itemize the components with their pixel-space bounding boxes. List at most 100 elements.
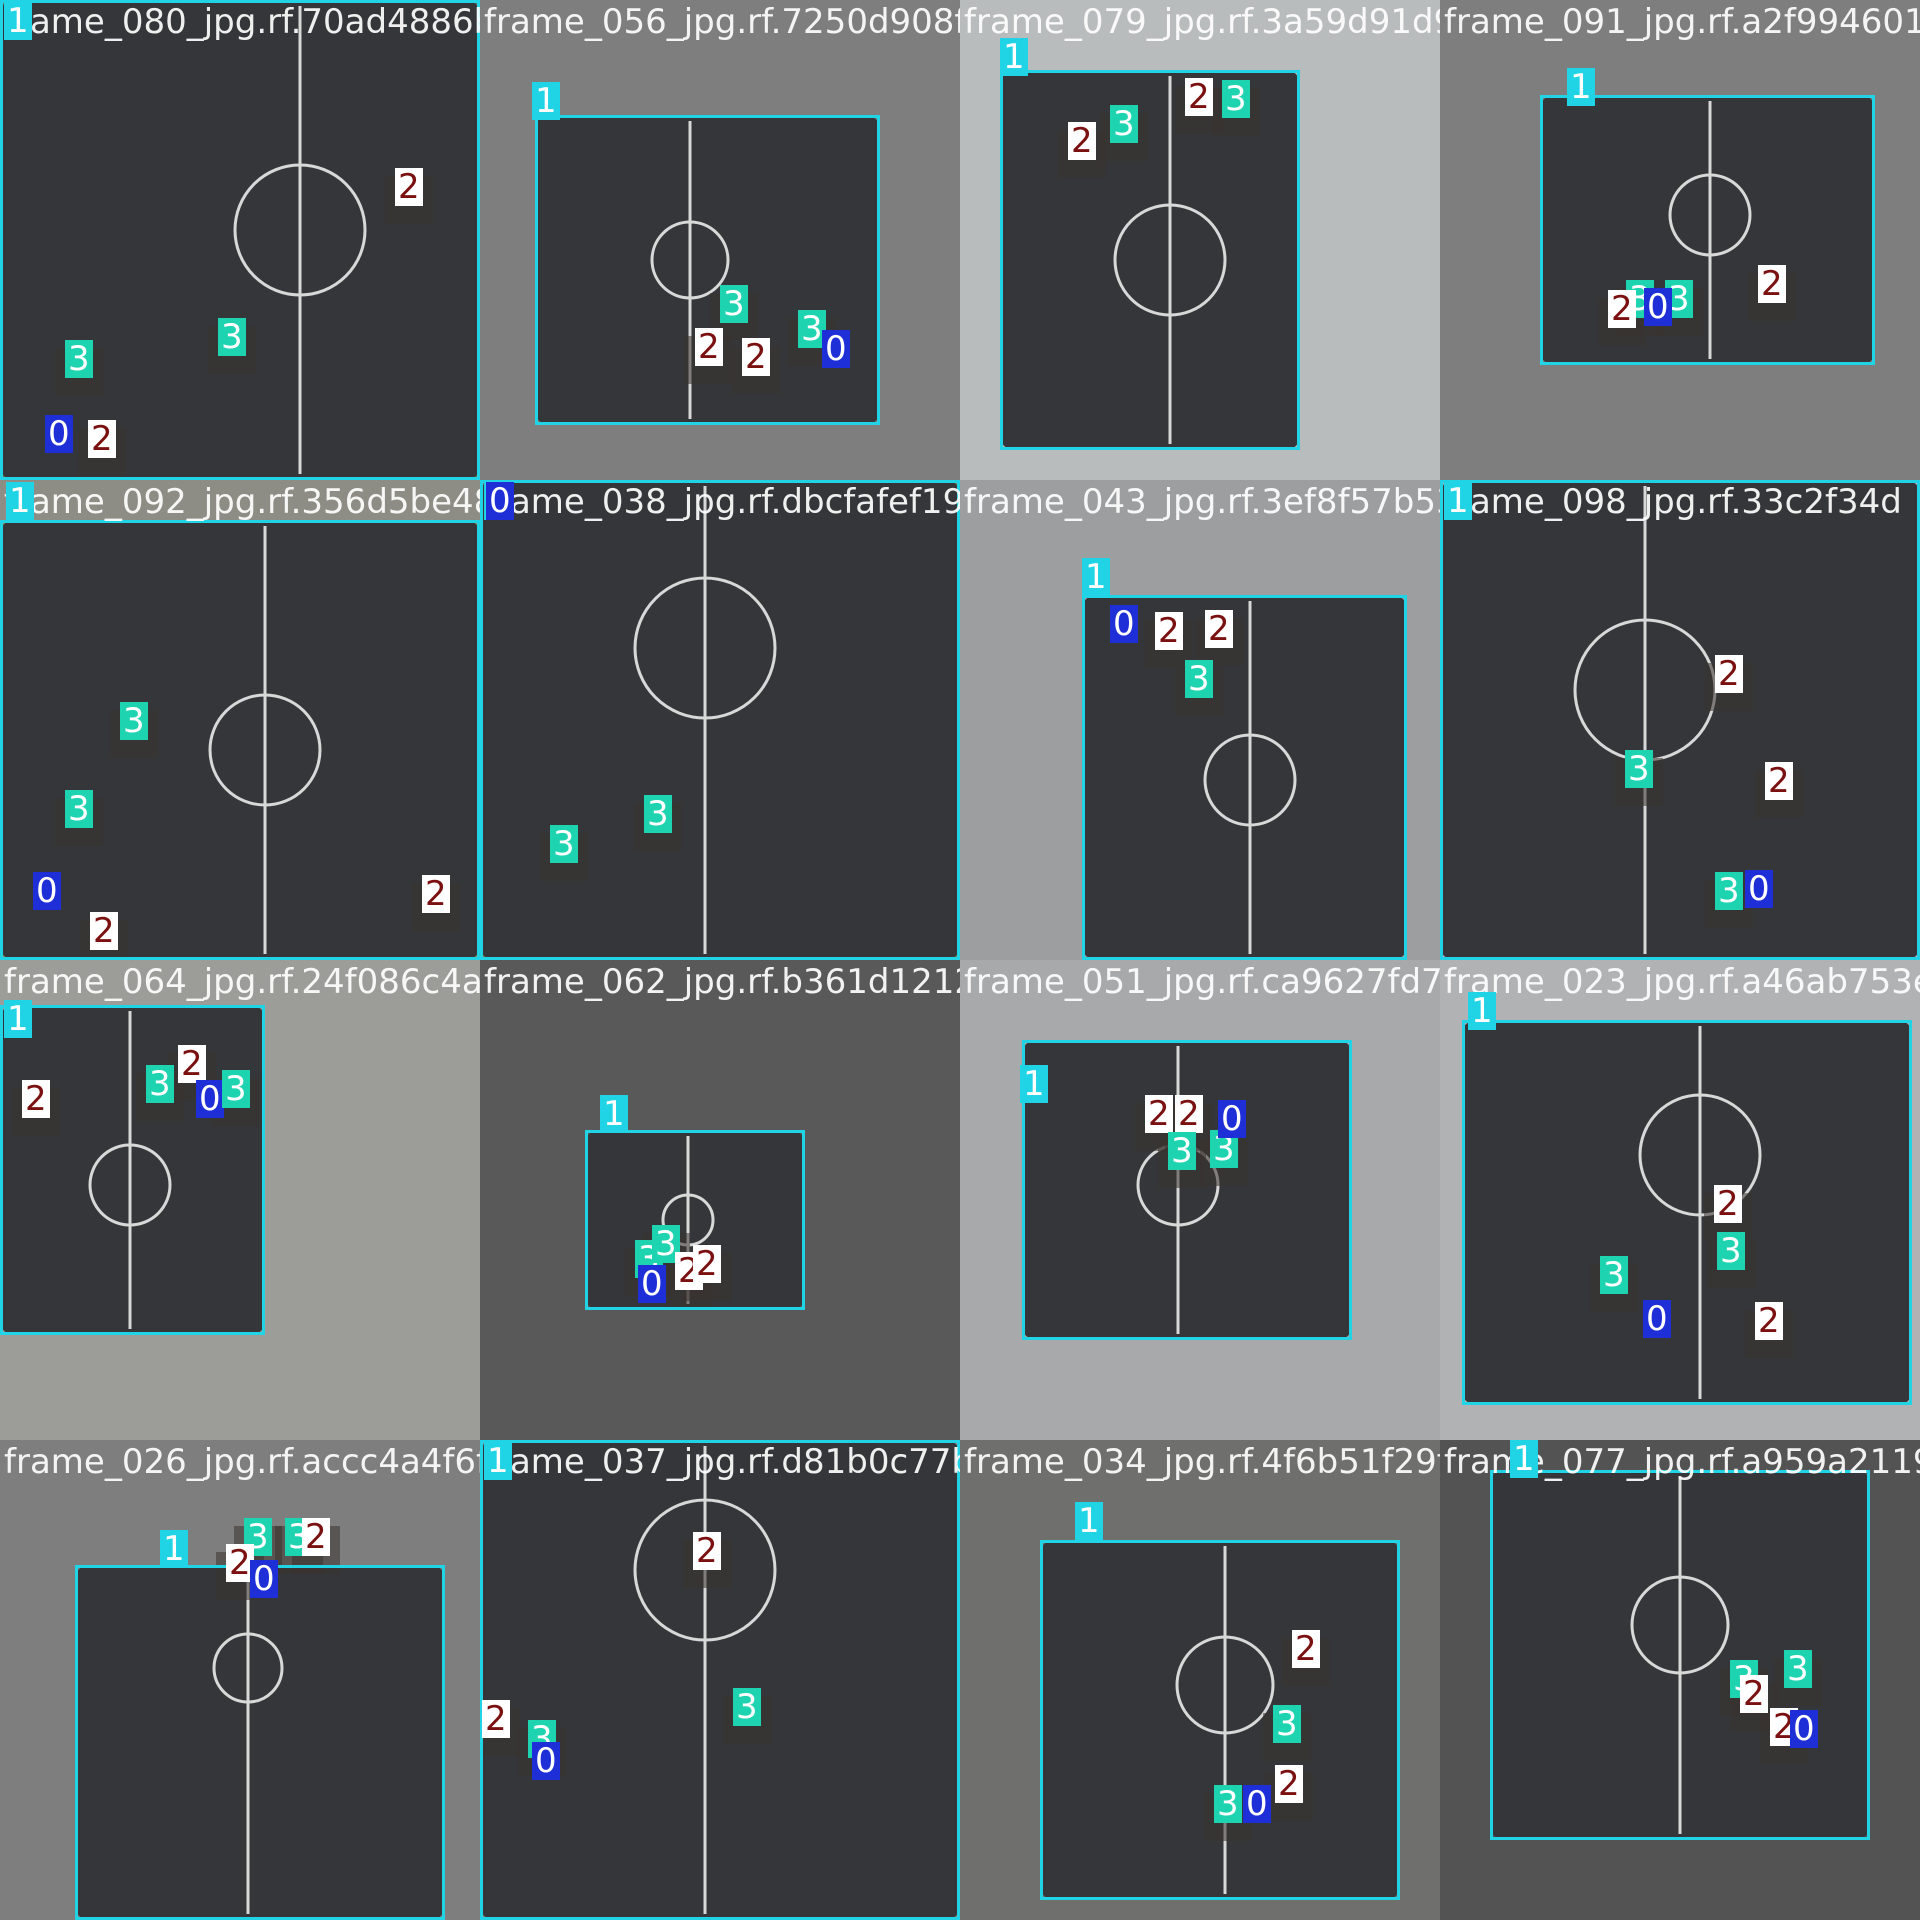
class-label-field: 1: [1468, 992, 1496, 1030]
image-tile: frame_092_jpg.rf.356d5be48f4e8e8389329e9…: [0, 480, 480, 960]
class-label-field: 1: [1000, 38, 1028, 76]
class-label-field: 1: [6, 482, 34, 520]
class-label-field: 1: [1444, 482, 1472, 520]
class-label-robot: 2: [1608, 290, 1636, 328]
class-label-robot: 2: [1755, 1302, 1783, 1340]
class-label-robot: 3: [65, 340, 93, 378]
class-label-ball: 0: [1243, 1785, 1271, 1823]
class-label-robot: 2: [226, 1544, 254, 1582]
class-label-robot: 3: [798, 310, 826, 348]
image-tile: frame_026_jpg.rf.accc4a4f6f5f8e16385a6d.…: [0, 1440, 480, 1920]
class-label-robot: 3: [1715, 872, 1743, 910]
class-label-robot: 2: [693, 1245, 721, 1283]
class-label-ball: 0: [1218, 1100, 1246, 1138]
class-label-field: 1: [1020, 1065, 1048, 1103]
class-label-field: 1: [4, 1000, 32, 1038]
class-label-field: 1: [600, 1095, 628, 1133]
image-tile: frame_051_jpg.rf.ca9627fd7f2ae32890a3f.a…: [960, 960, 1440, 1440]
soccer-field-photo: [0, 0, 480, 480]
field-surface: [1082, 595, 1407, 960]
class-label-robot: 2: [482, 1700, 510, 1738]
class-label-robot: 3: [1110, 105, 1138, 143]
tile-filename: frame_092_jpg.rf.356d5be48f4e8e8389329e9…: [4, 482, 480, 522]
field-bounding-box: [1022, 1040, 1352, 1340]
image-tile: frame_062_jpg.rf.b361d1212f743e1576ed377…: [480, 960, 960, 1440]
field-bounding-box: [1462, 1020, 1912, 1405]
class-label-field: 1: [1567, 68, 1595, 106]
class-label-ball: 0: [1745, 870, 1773, 908]
tile-filename: frame_051_jpg.rf.ca9627fd7f2ae32890a3f.a…: [964, 962, 1440, 1002]
class-label-field: 1: [160, 1530, 188, 1568]
image-tile: frame_056_jpg.rf.7250d908fbeb56678d8af4f…: [480, 0, 960, 480]
soccer-field-photo: [480, 1440, 960, 1920]
class-label-robot: 3: [644, 795, 672, 833]
tile-filename: frame_098_jpg.rf.33c2f34d: [1444, 482, 1902, 522]
image-tile: frame_037_jpg.rf.d81b0c77b96a5304894e48f…: [480, 1440, 960, 1920]
class-label-ball: 0: [250, 1560, 278, 1598]
field-bounding-box: [480, 480, 960, 960]
field-bounding-box: [0, 0, 480, 480]
class-label-ball: 0: [33, 872, 61, 910]
class-label-field: 1: [484, 1442, 512, 1480]
class-label-robot: 2: [1068, 122, 1096, 160]
class-label-ball: 0: [1790, 1710, 1818, 1748]
field-bounding-box: [480, 1440, 960, 1920]
class-label-robot: 3: [1222, 80, 1250, 118]
tile-filename: frame_056_jpg.rf.7250d908fbeb56678d8af4f…: [484, 2, 960, 42]
class-label-robot: 2: [1292, 1630, 1320, 1668]
class-label-robot: 2: [1175, 1095, 1203, 1133]
class-label-robot: 3: [65, 790, 93, 828]
field-bounding-box: [1540, 95, 1875, 365]
class-label-field: 1: [532, 82, 560, 120]
image-tile: frame_064_jpg.rf.24f086c4a4a8ce40728a27f…: [0, 960, 480, 1440]
field-bounding-box: [1040, 1540, 1400, 1900]
field-bounding-box: [1082, 595, 1407, 960]
class-label-robot: 2: [1155, 612, 1183, 650]
class-label-ball: 0: [532, 1742, 560, 1780]
class-label-robot: 2: [422, 875, 450, 913]
class-label-robot: 3: [1185, 660, 1213, 698]
class-label-robot: 3: [120, 702, 148, 740]
class-label-robot: 2: [1145, 1095, 1173, 1133]
image-tile: frame_043_jpg.rf.3ef8f57b53f85a98f8075bd…: [960, 480, 1440, 960]
field-bounding-box: [1000, 70, 1300, 450]
field-bounding-box: [75, 1565, 445, 1920]
tile-filename: frame_034_jpg.rf.4f6b51f29f7ad4e077e1495: [964, 1442, 1440, 1482]
image-tile: frame_034_jpg.rf.4f6b51f29f7ad4e077e1495…: [960, 1440, 1440, 1920]
class-label-ball: 0: [196, 1080, 224, 1118]
tile-filename: frame_079_jpg.rf.3a59d91d9f055be7953f200…: [964, 2, 1440, 42]
soccer-field-photo: [480, 480, 960, 960]
tile-filename: frame_080_jpg.rf.70ad4886b5aeca8753f435c…: [4, 2, 480, 42]
class-label-robot: 3: [733, 1688, 761, 1726]
tile-filename: frame_037_jpg.rf.d81b0c77b96a5304894e48f…: [484, 1442, 960, 1482]
tile-filename: frame_038_jpg.rf.dbcfafef1938d2e234743a5…: [484, 482, 960, 522]
class-label-robot: 2: [695, 328, 723, 366]
field-bounding-box: [1440, 480, 1920, 960]
class-label-robot: 3: [1214, 1785, 1242, 1823]
soccer-field-photo: [1462, 1020, 1912, 1405]
field-bounding-box: [0, 1005, 265, 1335]
class-label-robot: 2: [693, 1532, 721, 1570]
class-label-ball: 0: [1110, 605, 1138, 643]
field-surface: [0, 520, 480, 960]
class-label-robot: 2: [1275, 1765, 1303, 1803]
class-label-robot: 2: [1714, 1185, 1742, 1223]
class-label-robot: 3: [1625, 750, 1653, 788]
class-label-robot: 2: [22, 1080, 50, 1118]
class-label-ball: 0: [1644, 288, 1672, 326]
field-surface: [480, 480, 960, 960]
tile-filename: frame_043_jpg.rf.3ef8f57b53f85a98f8075bd…: [964, 482, 1440, 522]
class-label-field: 1: [4, 2, 32, 40]
tile-filename: frame_064_jpg.rf.24f086c4a4a8ce40728a27f…: [4, 962, 480, 1002]
image-tile: frame_091_jpg.rf.a2f994601b 1 3 3 0 2 2: [1440, 0, 1920, 480]
class-label-robot: 3: [652, 1225, 680, 1263]
class-label-robot: 2: [1715, 655, 1743, 693]
soccer-field-photo: [0, 520, 480, 960]
class-label-robot: 3: [720, 285, 748, 323]
image-tile: frame_038_jpg.rf.dbcfafef1938d2e234743a5…: [480, 480, 960, 960]
class-label-robot: 3: [550, 825, 578, 863]
tile-filename: frame_026_jpg.rf.accc4a4f6f5f8e16385a6d.…: [4, 1442, 480, 1482]
field-bounding-box: [0, 520, 480, 960]
tile-filename: frame_091_jpg.rf.a2f994601b: [1444, 2, 1920, 42]
field-surface: [1022, 1040, 1352, 1340]
